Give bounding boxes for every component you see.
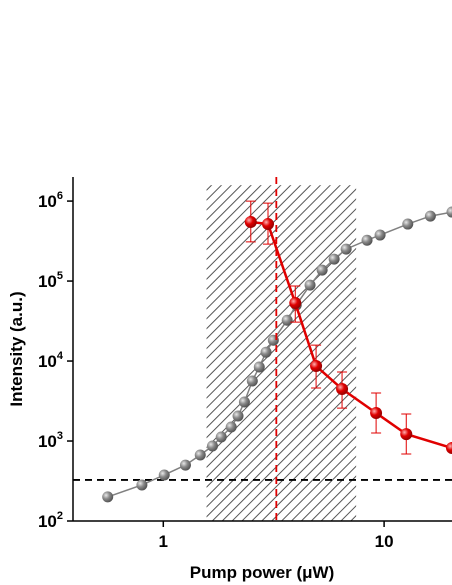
- data-point: [402, 218, 414, 230]
- y-axis-label: Intensity (a.u.): [7, 291, 26, 406]
- data-point: [194, 449, 206, 461]
- data-point: [289, 297, 302, 310]
- data-point: [328, 253, 340, 265]
- data-point: [158, 469, 170, 481]
- y-tick-label: 106: [38, 190, 63, 211]
- data-point: [316, 264, 328, 276]
- data-point: [304, 279, 316, 291]
- data-point: [336, 383, 349, 396]
- data-point: [136, 479, 148, 491]
- shaded-region: [206, 185, 357, 521]
- y-tick-exponent: 4: [57, 350, 64, 362]
- plot-area: [73, 177, 452, 521]
- y-tick-base: 10: [38, 432, 57, 451]
- data-point: [262, 218, 275, 231]
- data-point: [206, 440, 218, 452]
- data-point: [253, 361, 265, 373]
- y-tick-base: 10: [38, 352, 57, 371]
- data-point: [260, 346, 272, 358]
- y-tick-exponent: 2: [57, 510, 63, 522]
- data-point: [400, 428, 413, 441]
- data-point: [374, 229, 386, 241]
- y-tick-base: 10: [38, 192, 57, 211]
- data-point: [179, 459, 191, 471]
- data-point: [340, 243, 352, 255]
- y-tick-exponent: 3: [57, 430, 63, 442]
- x-axis-label: Pump power (μW): [190, 563, 335, 582]
- series-line: [250, 220, 452, 450]
- data-point: [446, 206, 452, 218]
- y-tick-label: 103: [38, 430, 63, 451]
- data-point: [281, 314, 293, 326]
- x-tick-label: 1: [159, 532, 168, 551]
- data-point: [361, 234, 373, 246]
- x-tick-label: 10: [375, 532, 394, 551]
- y-tick-label: 102: [38, 510, 63, 531]
- data-point: [310, 360, 323, 373]
- y-tick-base: 10: [38, 272, 57, 291]
- data-point: [370, 407, 383, 420]
- data-point: [232, 410, 244, 422]
- data-point: [225, 421, 237, 433]
- y-tick-label: 105: [38, 270, 63, 291]
- data-point: [244, 216, 257, 229]
- y-tick-base: 10: [38, 512, 57, 531]
- data-point: [446, 441, 452, 454]
- data-point: [215, 431, 227, 443]
- data-point: [238, 396, 250, 408]
- y-tick-label: 104: [38, 350, 64, 371]
- data-point: [102, 491, 114, 503]
- y-tick-exponent: 5: [57, 270, 63, 282]
- data-point: [424, 210, 436, 222]
- y-tick-exponent: 6: [57, 190, 63, 202]
- data-point: [246, 375, 258, 387]
